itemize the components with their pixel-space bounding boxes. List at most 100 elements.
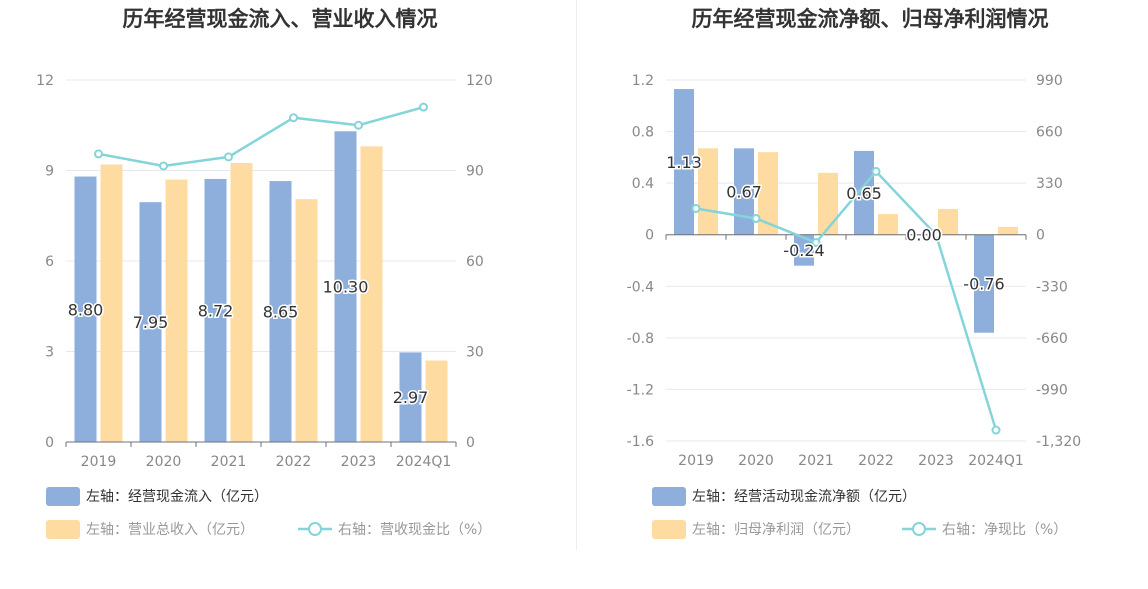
x-tick-label: 2019	[81, 454, 117, 470]
x-tick-label: 2024Q1	[396, 454, 452, 470]
line-series	[695, 169, 998, 431]
bar-secondary	[998, 226, 1018, 235]
bar-primary	[74, 176, 97, 443]
y-left-tick-label: -1.2	[627, 382, 654, 398]
bar-primary	[974, 234, 994, 333]
legend-label: 右轴：净现比（%）	[942, 522, 1067, 538]
x-tick-label: 2020	[146, 454, 182, 470]
y-left-tick-label: 12	[36, 73, 54, 89]
line-series	[98, 105, 424, 168]
data-label: 8.80	[68, 300, 104, 319]
chart-panel-net-cashflow-profit: 历年经营现金流净额、归母净利润情况 -1.6 -1.2 -0.8 -0.4 0 0.4 0.8…	[574, 0, 1148, 560]
y-left-tick-label: -1.6	[627, 434, 654, 450]
panel-divider	[576, 0, 577, 550]
x-tick-label: 2024Q1	[968, 453, 1024, 469]
bar-secondary	[425, 360, 448, 442]
x-tick-label: 2023	[341, 454, 377, 470]
y-right-tick-label: 0	[466, 435, 475, 451]
x-tick-label: 2021	[798, 453, 834, 469]
x-tick-label: 2023	[918, 453, 954, 469]
data-label: 10.30	[323, 278, 369, 297]
y-left-tick-label: 0	[645, 228, 654, 244]
legend-swatch-point	[308, 522, 322, 536]
bar-primary	[674, 89, 694, 235]
bar-secondary	[818, 172, 838, 235]
line-point	[751, 213, 761, 223]
line-point	[811, 238, 821, 248]
bar-primary	[734, 148, 754, 235]
legend-swatch-bar	[46, 487, 80, 506]
legend-label: 右轴：营收现金比（%）	[338, 522, 491, 538]
y-right-tick-label: 30	[466, 345, 484, 361]
line-point	[419, 102, 428, 112]
chart-title: 历年经营现金流入、营业收入情况	[123, 7, 438, 31]
bar-primary	[204, 178, 227, 443]
y-right-tick-label: 330	[1036, 176, 1063, 192]
legend-swatch-bar	[652, 520, 686, 539]
y-right-tick-label: 660	[1036, 125, 1063, 141]
y-right-tick-label: 120	[466, 73, 493, 89]
y-left-tick-label: 0	[45, 435, 54, 451]
bar-secondary	[878, 214, 898, 235]
x-tick-label: 2019	[678, 453, 714, 469]
legend-label: 左轴：经营现金流入（亿元）	[86, 489, 268, 505]
x-tick-label: 2022	[276, 454, 312, 470]
legend-label: 左轴：营业总收入（亿元）	[86, 522, 254, 538]
data-label: -0.24	[783, 241, 824, 260]
bar-primary	[139, 202, 162, 442]
legend-swatch-point	[912, 522, 926, 536]
y-right-tick-label: 990	[1036, 73, 1063, 89]
data-label: 0.65	[846, 184, 882, 203]
line-point	[354, 120, 363, 130]
y-right-tick-label: 60	[466, 254, 484, 270]
line-point	[94, 149, 103, 159]
y-right-tick-label: 0	[1036, 228, 1045, 244]
line-point	[691, 203, 701, 213]
line-point	[224, 152, 233, 162]
bar-secondary	[295, 199, 318, 442]
chart-panel-cash-inflow-revenue: 历年经营现金流入、营业收入情况 0 3 6 9 12 0 30 60 90 120 2019 2020 2…	[0, 0, 574, 560]
y-right-tick-label: -990	[1036, 382, 1068, 398]
bar-secondary	[100, 164, 123, 442]
data-label: 1.13	[666, 153, 702, 172]
data-label: 0.67	[726, 183, 762, 202]
chart-svg-net-cashflow-profit: 历年经营现金流净额、归母净利润情况 -1.6 -1.2 -0.8 -0.4 0 0.4 0.8…	[627, 7, 1081, 539]
bar-secondary	[360, 146, 383, 442]
x-tick-label: 2021	[211, 454, 247, 470]
legend-swatch-bar	[652, 487, 686, 506]
line-point	[159, 161, 168, 171]
y-left-tick-label: 9	[45, 164, 54, 180]
line-point	[289, 113, 298, 123]
y-left-tick-label: -0.8	[627, 331, 654, 347]
data-label: 8.72	[198, 301, 234, 320]
y-left-tick-label: 3	[45, 345, 54, 361]
legend-label: 左轴：经营活动现金流净额（亿元）	[692, 489, 916, 505]
y-right-tick-label: 90	[466, 164, 484, 180]
line-point	[991, 425, 1001, 435]
legend-label: 左轴：归母净利润（亿元）	[692, 521, 860, 538]
bar-secondary	[758, 152, 778, 235]
line-point	[871, 166, 881, 176]
y-right-tick-label: -1,320	[1036, 434, 1081, 450]
y-right-tick-label: -330	[1036, 279, 1068, 295]
data-label: -0.76	[963, 275, 1004, 294]
y-left-tick-label: 6	[45, 254, 54, 270]
data-label: 7.95	[133, 313, 169, 332]
y-left-tick-label: 0.4	[632, 176, 654, 192]
bar-primary	[399, 352, 422, 442]
bar-secondary	[698, 148, 718, 235]
x-tick-label: 2020	[738, 453, 774, 469]
bar-primary	[334, 131, 357, 443]
y-left-tick-label: 0.8	[632, 125, 654, 141]
x-tick-label: 2022	[858, 453, 894, 469]
data-label: 2.97	[393, 388, 429, 407]
data-label: 0.00	[906, 226, 942, 245]
line-point	[931, 230, 941, 240]
bar-primary	[794, 234, 814, 266]
bar-secondary	[938, 208, 958, 235]
y-left-tick-label: 1.2	[632, 73, 654, 89]
bar-secondary	[230, 162, 253, 443]
bar-secondary	[165, 179, 188, 443]
legend-swatch-bar	[46, 520, 80, 539]
